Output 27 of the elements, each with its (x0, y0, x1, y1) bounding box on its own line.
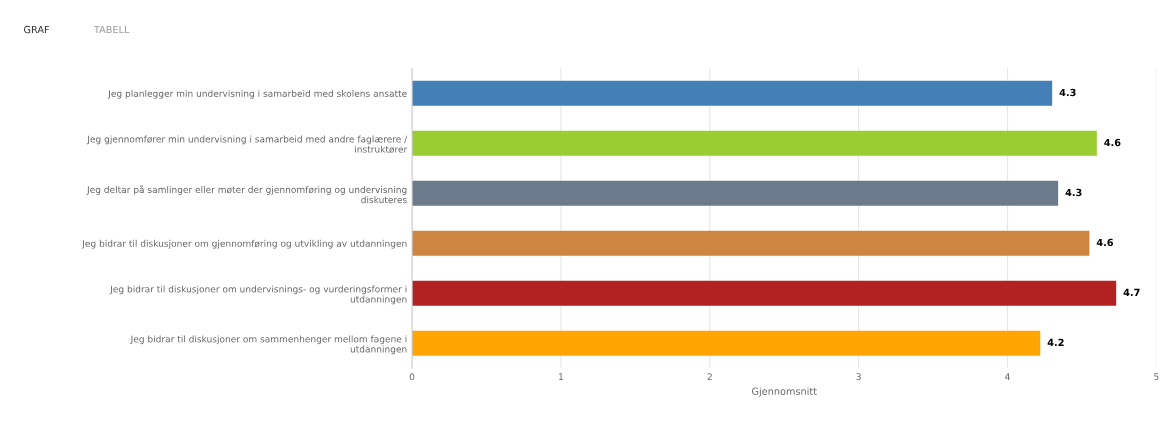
bar (412, 330, 1041, 356)
data-label: 4.3 (1059, 88, 1076, 97)
y-tick-label: Jeg bidrar til diskusjoner om gjennomføring og utvikling av utdanningen (81, 239, 407, 249)
bar (412, 180, 1059, 206)
data-label: 4.3 (1065, 188, 1082, 197)
x-tick-label: 5 (1154, 373, 1159, 381)
x-tick-label: 3 (856, 373, 861, 381)
bar (412, 280, 1117, 306)
y-tick-label: Jeg bidrar til diskusjoner om undervisnings- og vurderingsformer i utdanningen (109, 285, 407, 305)
y-tick-label: Jeg bidrar til diskusjoner om sammenhenger mellom fagene i utdanningen (130, 335, 407, 355)
y-tick-label: Jeg gjennomfører min undervisning i samarbeid med andre faglærere / instruktører (86, 135, 408, 153)
x-tick-label: 2 (707, 373, 712, 380)
bar (412, 80, 1053, 106)
y-tick-label: Jeg deltar på samlinger eller møter der gjennomføring og undervisning diskuteres (86, 184, 407, 204)
x-axis-title: Gjennomsnitt (752, 387, 817, 397)
bar (412, 130, 1097, 156)
bar (412, 230, 1090, 256)
data-label: 4.7 (1123, 288, 1140, 296)
data-label: 4.6 (1104, 138, 1121, 147)
text: GRAF (24, 25, 50, 34)
x-tick-label: 4 (1005, 373, 1010, 380)
text: TABELL (93, 25, 130, 34)
x-tick-label: 1 (559, 373, 563, 380)
x-tick-label: 0 (409, 373, 415, 381)
data-label: 4.2 (1047, 338, 1064, 346)
y-tick-label: Jeg planlegger min undervisning i samarbeid med skolens ansatte (107, 89, 407, 99)
data-label: 4.6 (1096, 238, 1114, 247)
